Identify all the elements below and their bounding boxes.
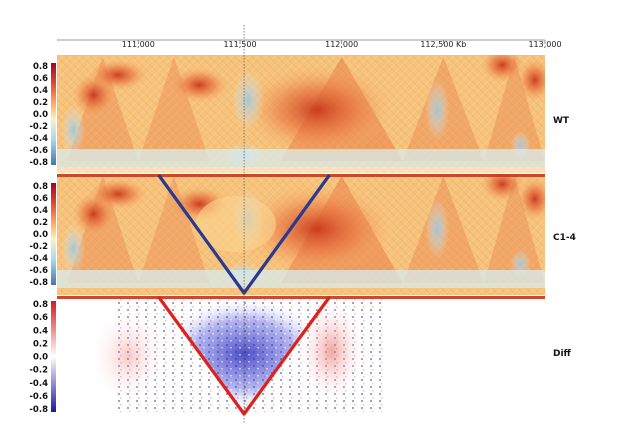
- colorbar: 0.8 0.6 0.4 0.2 0.0 -0.2 -0.4 -0.6 -0.8: [29, 300, 56, 415]
- colorbar-tick-label: -0.2: [29, 122, 48, 132]
- colorbar-tick-label: 0.4: [33, 326, 48, 336]
- colorbar-tick-label: -0.4: [29, 134, 48, 144]
- depletion-region: [61, 105, 86, 155]
- contact-hotspot: [88, 178, 148, 210]
- colorbar-tick-label: 0.6: [33, 313, 48, 323]
- diff-gain-region: [296, 296, 367, 406]
- x-tick-label: 112,500 Kb: [420, 40, 466, 49]
- colorbar-tick-label: 0.8: [33, 182, 48, 192]
- contact-hotspot: [480, 174, 525, 202]
- depletion-region: [425, 199, 450, 259]
- colorbar-tick-label: -0.4: [29, 379, 48, 389]
- track-label: WT: [553, 116, 570, 126]
- weakened-region: [195, 196, 276, 252]
- colorbar-gradient: [51, 183, 56, 285]
- x-axis: 111,000 111,500 112,000 112,500 Kb 113,000: [57, 39, 562, 49]
- diff-gain-region: [88, 306, 169, 406]
- contact-hotspot: [169, 67, 230, 103]
- tad-domain: [138, 57, 210, 161]
- colorbar-tick-label: 0.8: [33, 300, 48, 310]
- colorbar-tick-label: -0.6: [29, 146, 48, 156]
- colorbar-tick-label: 0.6: [33, 74, 48, 84]
- tad-domain: [138, 176, 210, 283]
- colorbar-tick-label: 0.2: [33, 339, 48, 349]
- colorbar: 0.8 0.6 0.4 0.2 0.0 -0.2 -0.4 -0.6 -0.8: [29, 62, 56, 168]
- colorbar-tick-label: 0.0: [33, 110, 48, 120]
- track-c1-4: [57, 174, 545, 295]
- colorbar-tick-label: -0.2: [29, 366, 48, 376]
- depletion-region: [61, 224, 86, 274]
- tad-domain: [484, 176, 545, 283]
- x-tick-label: 111,000: [122, 40, 155, 49]
- colorbar-tick-label: 0.8: [33, 62, 48, 72]
- depletion-region: [425, 80, 450, 140]
- contact-hotspot: [516, 177, 545, 221]
- colorbar-tick-label: 0.2: [33, 98, 48, 108]
- track-label: C1-4: [553, 233, 576, 243]
- x-tick-label: 111,500: [223, 40, 256, 49]
- colorbar-tick-label: 0.6: [33, 194, 48, 204]
- contact-hotspot: [88, 59, 148, 91]
- colorbar-tick-label: 0.4: [33, 206, 48, 216]
- track-label: Diff: [553, 349, 572, 359]
- contact-hotspot: [516, 58, 545, 102]
- colorbar-tick-label: 0.2: [33, 218, 48, 228]
- colorbar-tick-label: -0.8: [29, 405, 48, 415]
- track-diff: [57, 296, 545, 416]
- contact-hotspot: [480, 55, 525, 83]
- boundary-v-line: [157, 296, 331, 416]
- contact-hotspot: [242, 184, 393, 274]
- tad-domain: [484, 57, 545, 161]
- colorbar-tick-label: -0.6: [29, 392, 48, 402]
- colorbar-tick-label: -0.2: [29, 242, 48, 252]
- colorbar: 0.8 0.6 0.4 0.2 0.0 -0.2 -0.4 -0.6 -0.8: [29, 182, 56, 288]
- x-tick-label: 112,000: [325, 40, 358, 49]
- colorbar-gradient: [51, 63, 56, 165]
- colorbar-tick-label: -0.4: [29, 254, 48, 264]
- x-tick-label: 113,000: [528, 40, 561, 49]
- colorbar-tick-label: -0.6: [29, 266, 48, 276]
- track-wt: [57, 55, 545, 173]
- colorbar-tick-label: 0.0: [33, 230, 48, 240]
- colorbar-tick-label: -0.8: [29, 158, 48, 168]
- colorbar-tick-label: 0.4: [33, 86, 48, 96]
- contact-hotspot: [242, 65, 393, 155]
- colorbar-tick-label: -0.8: [29, 278, 48, 288]
- colorbar-tick-label: 0.0: [33, 353, 48, 363]
- colorbar-gradient: [51, 301, 56, 412]
- depletion-region: [232, 70, 265, 130]
